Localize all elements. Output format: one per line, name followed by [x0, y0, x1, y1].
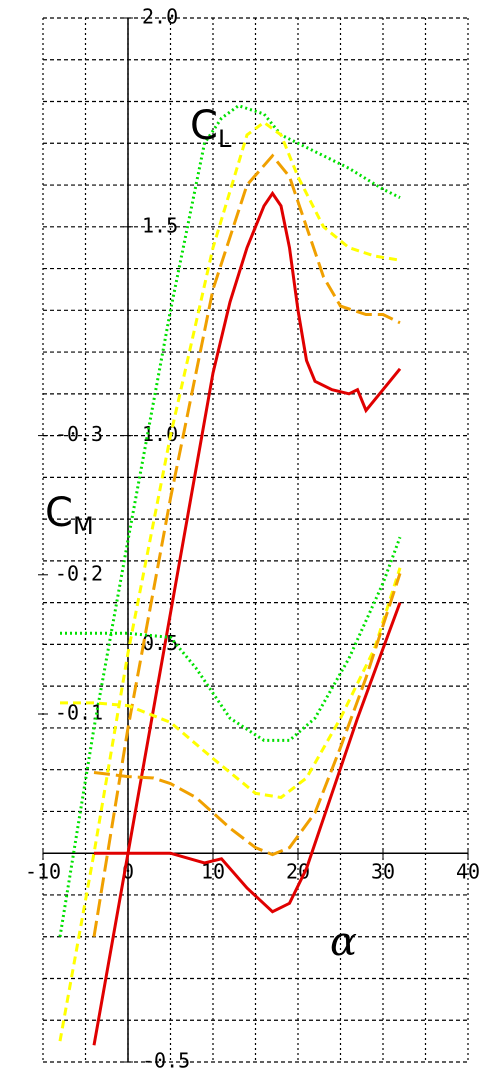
x-axis-label: α: [330, 919, 357, 965]
y-label-main: C: [190, 103, 218, 149]
labels: CL CM α: [45, 103, 357, 965]
axes: -10 0 10 20 30 402.01.51.00.5-0.5-0.3-0.2-0.1: [25, 5, 480, 1072]
x-tick-label: 30: [371, 860, 395, 884]
y-tick-label: 2.0: [142, 5, 178, 29]
y2-axis-label: CM: [45, 490, 94, 540]
cl-curve: [58, 120, 401, 1042]
y2-tick-label: -0.1: [55, 701, 103, 725]
y-tick-label: -0.5: [142, 1049, 190, 1072]
y2-tick-label: -0.3: [55, 422, 103, 446]
cm-curve: [93, 572, 402, 857]
cm-curve: [60, 567, 402, 800]
y-tick-label: 1.5: [142, 213, 178, 237]
y-label-sub: L: [218, 125, 232, 153]
x-tick-label: 40: [456, 860, 480, 884]
y2-label-main: C: [45, 490, 73, 536]
cm-curve: [94, 602, 402, 914]
cm-curve: [60, 536, 402, 742]
y2-label-sub: M: [73, 512, 94, 540]
cl-curve: [92, 153, 401, 937]
curves: [58, 104, 402, 1046]
x-tick-label: -10: [25, 860, 61, 884]
y-tick-label: 0.5: [142, 631, 178, 655]
y-axis-label: CL: [190, 103, 232, 153]
cl-curve: [58, 104, 401, 937]
y2-tick-label: -0.2: [55, 561, 103, 585]
cl-curve: [92, 190, 402, 1046]
